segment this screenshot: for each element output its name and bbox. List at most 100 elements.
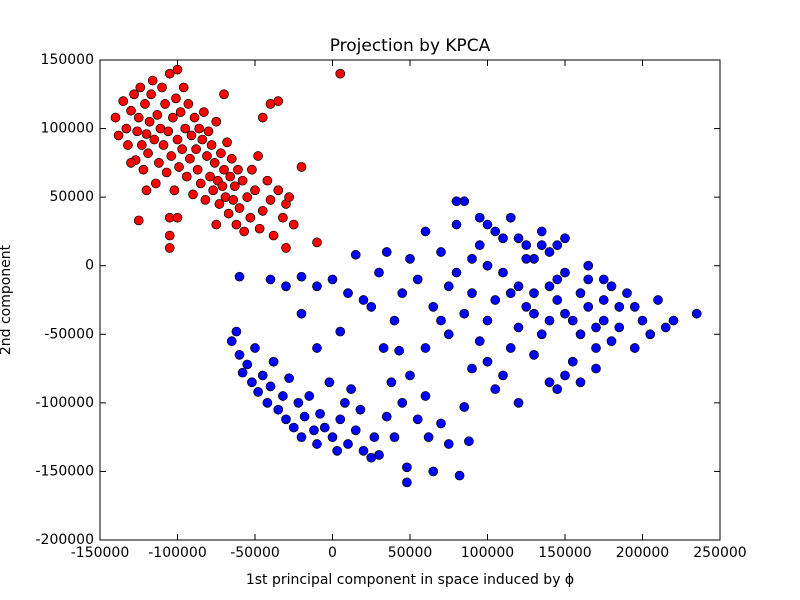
scatter-point <box>309 425 319 436</box>
scatter-point <box>405 370 415 381</box>
scatter-point <box>146 89 156 100</box>
scatter-point <box>536 240 547 250</box>
scatter-point <box>284 373 294 384</box>
x-tick-label: 50000 <box>388 545 433 561</box>
scatter-point <box>209 158 220 168</box>
scatter-point <box>200 195 211 205</box>
scatter-point <box>268 230 279 241</box>
scatter-point <box>381 247 392 257</box>
scatter-point <box>358 295 369 305</box>
scatter-point <box>192 164 203 175</box>
scatter-point <box>312 439 322 449</box>
scatter-point <box>132 126 143 137</box>
scatter-point <box>123 140 133 150</box>
scatter-point <box>420 343 431 353</box>
scatter-point <box>217 181 228 192</box>
scatter-point <box>614 322 625 333</box>
scatter-point <box>315 408 325 419</box>
scatter-point <box>149 134 160 145</box>
scatter-point <box>265 274 276 285</box>
scatter-point <box>175 107 186 117</box>
scatter-point <box>262 398 273 408</box>
scatter-point <box>312 237 322 248</box>
scatter-point <box>327 274 338 285</box>
scatter-point <box>443 281 454 292</box>
scatter-point <box>575 377 586 388</box>
scatter-point <box>296 432 307 442</box>
scatter-point <box>172 212 183 223</box>
scatter-point <box>262 175 273 186</box>
scatter-point <box>369 432 380 442</box>
scatter-point <box>110 112 121 123</box>
scatter-point <box>234 203 245 213</box>
scatter-point <box>474 336 485 346</box>
scatter-point <box>223 208 234 219</box>
scatter-point <box>172 64 183 75</box>
scatter-point <box>126 158 136 168</box>
scatter-point <box>164 68 175 79</box>
scatter-point <box>164 230 175 241</box>
scatter-point <box>137 140 147 150</box>
scatter-point <box>166 151 177 161</box>
scatter-point <box>505 288 516 298</box>
scatter-point <box>560 370 570 381</box>
scatter-point <box>560 267 570 278</box>
scatter-point <box>350 249 361 260</box>
scatter-point <box>144 116 155 127</box>
x-tick-label: -100000 <box>148 545 207 561</box>
scatter-point <box>335 68 346 79</box>
scatter-point <box>335 326 346 337</box>
scatter-point <box>230 181 240 192</box>
scatter-point <box>529 350 539 360</box>
scatter-point <box>257 112 268 123</box>
scatter-point <box>567 315 578 326</box>
scatter-point <box>186 130 197 141</box>
scatter-point <box>141 185 152 196</box>
x-tick-label: 250000 <box>693 545 746 561</box>
scatter-point <box>237 175 248 186</box>
scatter-point <box>436 418 446 429</box>
x-tick-label: 200000 <box>616 545 669 561</box>
scatter-point <box>389 315 400 326</box>
scatter-point <box>324 377 335 388</box>
scatter-point <box>443 439 454 449</box>
scatter-point <box>498 370 508 381</box>
scatter-point <box>575 329 586 340</box>
scatter-point <box>296 162 307 172</box>
scatter-point <box>126 105 136 116</box>
scatter-point <box>183 99 194 109</box>
scatter-point <box>544 281 555 292</box>
scatter-point <box>454 470 465 481</box>
scatter-point <box>374 450 384 460</box>
scatter-point <box>247 377 257 388</box>
scatter-point <box>332 446 342 456</box>
scatter-point <box>482 219 493 230</box>
scatter-point <box>591 363 601 374</box>
scatter-point <box>154 158 164 168</box>
scatter-point <box>591 322 601 333</box>
scatter-point <box>157 82 167 93</box>
scatter-point <box>288 422 299 433</box>
scatter-point <box>436 247 446 257</box>
scatter-point <box>296 271 307 282</box>
scatter-point <box>273 185 284 196</box>
scatter-point <box>206 140 217 150</box>
scatter-point <box>113 130 124 141</box>
scatter-point <box>474 240 485 250</box>
scatter-point <box>629 302 640 312</box>
scatter-point <box>653 295 663 305</box>
scatter-point <box>451 267 462 278</box>
scatter-point <box>121 123 132 134</box>
scatter-point <box>505 212 516 223</box>
scatter-point <box>498 267 508 278</box>
scatter-point <box>346 384 356 394</box>
scatter-point <box>129 89 139 100</box>
scatter-point <box>397 288 408 298</box>
scatter-point <box>645 329 656 340</box>
scatter-point <box>529 308 539 319</box>
x-tick-label: -50000 <box>230 545 280 561</box>
scatter-point <box>158 140 169 150</box>
scatter-point <box>231 219 242 230</box>
scatter-point <box>428 466 439 477</box>
scatter-point <box>226 336 237 346</box>
